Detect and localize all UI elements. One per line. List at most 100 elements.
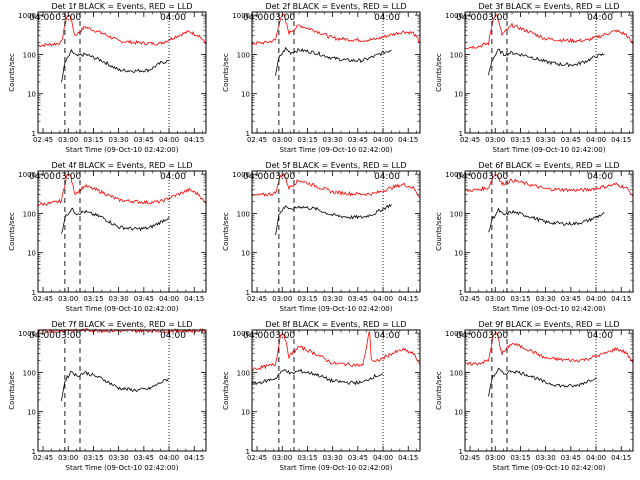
y-tick-label: 1 [32, 448, 36, 456]
x-tick-label: 03:30 [536, 295, 556, 303]
y-tick-label: 10 [241, 91, 250, 99]
x-tick-label: 03:00 [485, 295, 505, 303]
end-marker-label: 04:00 [29, 331, 55, 341]
x-tick-label: 03:45 [348, 454, 368, 462]
y-tick-label: 1 [459, 130, 463, 138]
end-marker-label: 04:00 [374, 172, 400, 182]
y-tick-label: 10 [241, 250, 250, 258]
x-tick-label: 04:15 [184, 295, 204, 303]
x-tick-label: 03:15 [297, 295, 317, 303]
start-marker-label: 03:00 [482, 13, 508, 23]
x-axis-label: Start Time (09-Oct-10 02:42:00) [493, 146, 606, 154]
y-tick-label: 1000 [18, 12, 36, 20]
x-tick-label: 03:45 [134, 295, 154, 303]
start-marker-label: 03:00 [269, 331, 295, 341]
y-axis-label: Counts/sec [222, 371, 230, 410]
series-events-line [488, 48, 605, 76]
x-tick-label: 03:30 [323, 454, 343, 462]
x-tick-label: 03:15 [83, 295, 103, 303]
x-tick-label: 02:45 [460, 136, 480, 144]
x-tick-label: 04:00 [159, 295, 179, 303]
series-lld-line [251, 331, 421, 372]
series-lld-line [37, 14, 207, 48]
x-axis-label: Start Time (09-Oct-10 02:42:00) [280, 464, 393, 472]
x-tick-label: 04:00 [586, 295, 606, 303]
series-events-line [61, 207, 170, 234]
y-axis-label: Counts/sec [8, 212, 16, 251]
x-tick-label: 02:45 [33, 136, 53, 144]
y-tick-label: 10 [27, 409, 36, 417]
y-axis-label: Counts/sec [435, 371, 443, 410]
y-axis-label: Counts/sec [8, 371, 16, 410]
x-tick-label: 02:45 [247, 295, 267, 303]
panel-title: Det 2f BLACK = Events, RED = LLD [265, 2, 406, 11]
x-tick-label: 03:45 [561, 454, 581, 462]
x-tick-label: 03:30 [536, 136, 556, 144]
series-lld-line [37, 173, 207, 207]
x-tick-label: 03:30 [323, 136, 343, 144]
y-tick-label: 10 [454, 250, 463, 258]
x-tick-label: 03:00 [272, 454, 292, 462]
series-events-line [61, 370, 170, 401]
y-tick-label: 1000 [18, 171, 36, 179]
y-tick-label: 10 [454, 91, 463, 99]
series-lld-line [464, 331, 634, 366]
end-marker-label: 04:00 [587, 172, 613, 182]
start-marker-label: 03:00 [482, 331, 508, 341]
end-marker-label: 04:00 [587, 13, 613, 23]
x-tick-label: 04:00 [159, 136, 179, 144]
plot-frame [37, 170, 207, 293]
y-tick-label: 1 [459, 448, 463, 456]
y-tick-label: 100 [23, 369, 36, 377]
x-tick-label: 04:00 [159, 454, 179, 462]
x-tick-label: 04:15 [611, 454, 631, 462]
series-events-line [488, 207, 605, 233]
plot-frame [464, 11, 634, 134]
start-marker-label: 03:00 [269, 172, 295, 182]
panel-1: Det 1f BLACK = Events, RED = LLD 03:00 04:… [8, 2, 207, 154]
plot-frame [251, 329, 421, 452]
x-tick-label: 03:15 [510, 295, 530, 303]
x-tick-label: 02:45 [247, 454, 267, 462]
y-tick-label: 10 [241, 409, 250, 417]
y-tick-label: 10 [454, 409, 463, 417]
x-tick-label: 04:00 [586, 454, 606, 462]
end-marker-label: 04:00 [160, 331, 186, 341]
end-marker-label: 04:00 [456, 331, 482, 341]
series-events-line [61, 49, 169, 83]
y-tick-label: 100 [450, 210, 463, 218]
x-tick-label: 04:00 [373, 295, 393, 303]
x-tick-label: 02:45 [33, 295, 53, 303]
plot-frame [37, 11, 207, 134]
y-tick-label: 1 [32, 289, 36, 297]
x-tick-label: 03:00 [485, 454, 505, 462]
end-marker-label: 04:00 [374, 13, 400, 23]
x-tick-label: 04:15 [184, 454, 204, 462]
x-tick-label: 04:00 [586, 136, 606, 144]
series-events-line [275, 46, 392, 76]
series-lld-line [465, 174, 634, 197]
panel-title: Det 8f BLACK = Events, RED = LLD [265, 320, 406, 329]
series-lld-line [464, 13, 634, 49]
panel-title: Det 9f BLACK = Events, RED = LLD [478, 320, 619, 329]
panel-title: Det 1f BLACK = Events, RED = LLD [51, 2, 192, 11]
x-tick-label: 03:30 [109, 454, 129, 462]
x-tick-label: 03:45 [134, 454, 154, 462]
x-tick-label: 03:30 [109, 136, 129, 144]
x-tick-label: 03:45 [348, 295, 368, 303]
y-tick-label: 1 [459, 289, 463, 297]
y-tick-label: 100 [23, 210, 36, 218]
x-tick-label: 03:30 [323, 295, 343, 303]
series-lld-line [251, 172, 421, 199]
x-tick-label: 02:45 [460, 295, 480, 303]
x-tick-label: 04:00 [373, 454, 393, 462]
x-tick-label: 03:00 [58, 136, 78, 144]
x-tick-label: 04:15 [398, 136, 418, 144]
x-tick-label: 03:30 [109, 295, 129, 303]
